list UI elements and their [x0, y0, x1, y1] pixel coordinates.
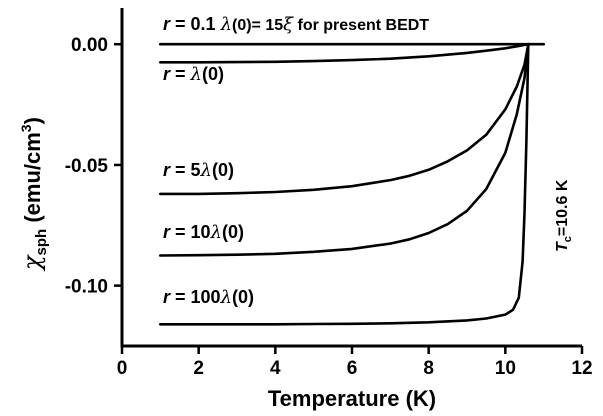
y-axis-symbol: χ — [18, 254, 46, 272]
y-axis-label: χsph (emu/cm3) — [18, 117, 50, 272]
y-tick-label: -0.05 — [65, 156, 109, 177]
tc-annotation: Tc=10.6 K — [554, 179, 574, 252]
series-line-4 — [159, 42, 530, 257]
y-axis-close: ) — [20, 117, 45, 124]
series-label-4: r = 10λ(0) — [163, 222, 244, 243]
x-tick-label: 8 — [423, 358, 434, 379]
y-tick-label: -0.10 — [65, 277, 108, 298]
x-tick-label: 0 — [117, 358, 128, 379]
series-line-5 — [159, 42, 530, 326]
y-axis-ticks: 0.00 -0.05 -0.10 — [65, 35, 122, 298]
x-axis-label: Temperature (K) — [268, 386, 436, 411]
x-tick-label: 4 — [270, 358, 281, 379]
y-axis-superscript: 3 — [18, 124, 34, 132]
y-tick-label: 0.00 — [71, 35, 108, 56]
series-line-2 — [159, 42, 530, 64]
series-curves — [159, 42, 546, 326]
x-tick-label: 12 — [571, 358, 592, 379]
y-axis-subscript: sph — [33, 229, 50, 256]
x-tick-label: 10 — [495, 358, 516, 379]
x-tick-label: 6 — [347, 358, 358, 379]
y-axis-units: (emu/cm — [20, 132, 45, 229]
series-label-5: r = 100λ(0) — [163, 287, 254, 308]
series-line-3 — [159, 42, 530, 196]
x-tick-label: 2 — [193, 358, 204, 379]
x-axis-ticks: 0 2 4 6 8 10 12 — [117, 346, 593, 379]
series-label-1: r = 0.1 λ(0)= 15ξ for present BEDT — [163, 14, 429, 35]
series-label-3: r = 5λ(0) — [163, 160, 234, 181]
series-label-2: r = λ(0) — [163, 64, 224, 85]
